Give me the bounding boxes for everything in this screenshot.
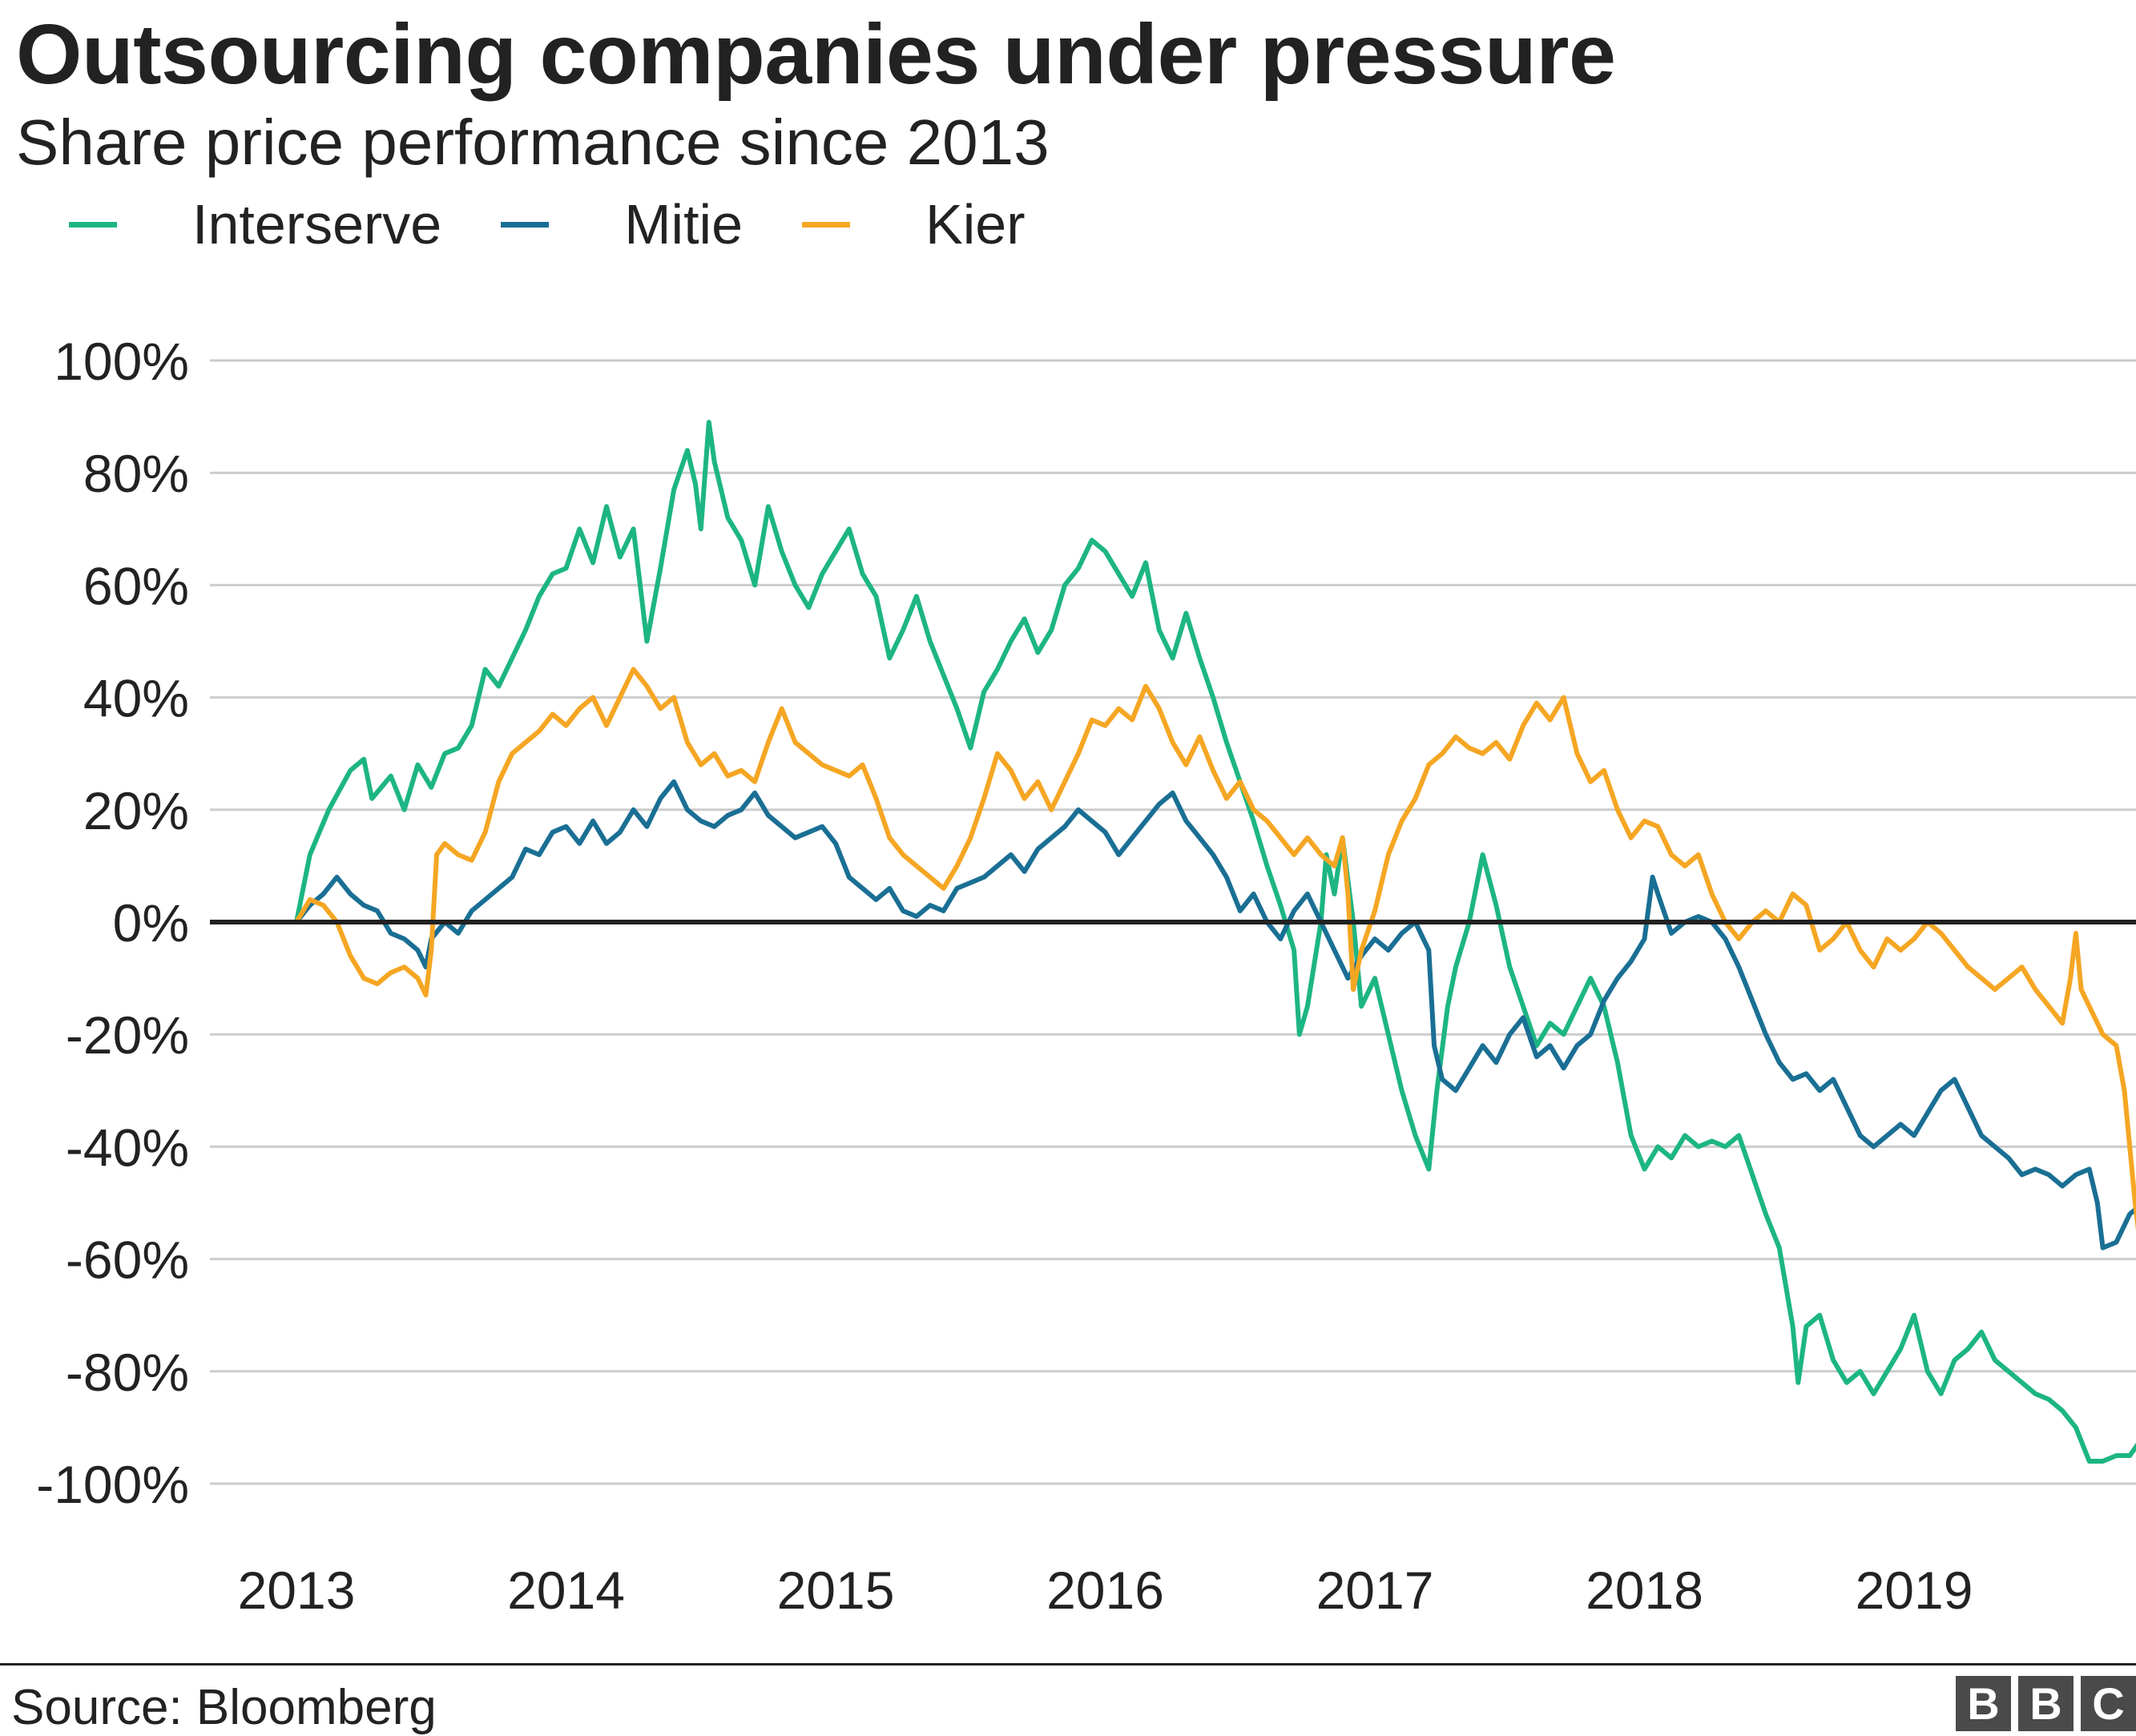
logo-letter-c: C bbox=[2081, 1676, 2136, 1731]
legend-item-kier: Kier bbox=[802, 192, 1026, 256]
y-tick-label: 40% bbox=[83, 669, 189, 728]
x-tick-label: 2015 bbox=[777, 1561, 895, 1620]
chart-subtitle: Share price performance since 2013 bbox=[16, 107, 1050, 178]
x-tick-label: 2019 bbox=[1856, 1561, 1973, 1620]
legend-label-kier: Kier bbox=[925, 193, 1026, 256]
chart-title: Outsourcing companies under pressure bbox=[16, 7, 1616, 102]
y-tick-label: -60% bbox=[66, 1231, 189, 1290]
series-line-mitie bbox=[294, 779, 2136, 1251]
source-note: Source: Bloomberg bbox=[11, 1680, 437, 1735]
legend-item-interserve: Interserve bbox=[69, 192, 441, 256]
series-line-interserve bbox=[294, 420, 2136, 1464]
y-tick-label: -80% bbox=[66, 1343, 189, 1402]
series-lines bbox=[294, 420, 2136, 1464]
y-tick-label: -100% bbox=[36, 1455, 189, 1514]
y-tick-label: 0% bbox=[113, 893, 189, 953]
legend-item-mitie: Mitie bbox=[501, 192, 743, 256]
chart-legend: Interserve Mitie Kier bbox=[69, 192, 1085, 256]
x-tick-label: 2013 bbox=[238, 1561, 356, 1620]
y-tick-label: 60% bbox=[83, 556, 189, 615]
series-line-kier bbox=[294, 667, 2136, 1231]
gridlines bbox=[210, 359, 2136, 1485]
legend-swatch-mitie bbox=[501, 221, 550, 228]
logo-letter-b2: B bbox=[2018, 1676, 2074, 1731]
legend-label-interserve: Interserve bbox=[192, 193, 442, 256]
y-tick-label: -20% bbox=[66, 1005, 189, 1065]
logo-letter-b1: B bbox=[1956, 1676, 2011, 1731]
legend-swatch-interserve bbox=[69, 221, 117, 228]
legend-swatch-kier bbox=[802, 221, 851, 228]
y-tick-label: 20% bbox=[83, 781, 189, 840]
x-tick-label: 2014 bbox=[507, 1561, 625, 1620]
footer-divider bbox=[0, 1663, 2136, 1666]
legend-label-mitie: Mitie bbox=[624, 193, 744, 256]
x-tick-label: 2016 bbox=[1046, 1561, 1164, 1620]
y-tick-label: -40% bbox=[66, 1118, 189, 1177]
line-chart: 100%80%60%40%20%0%-20%-40%-60%-80%-100% … bbox=[36, 332, 2136, 1620]
bbc-logo: B B C bbox=[1949, 1676, 2136, 1731]
y-axis-ticks: 100% 80% 60% 40% 20% 0% -20% -40% -60% -80% -100% bbox=[36, 332, 189, 1514]
x-axis-ticks: 2013 2014 2015 2016 2017 2018 2019 bbox=[238, 1561, 1973, 1620]
x-tick-label: 2017 bbox=[1316, 1561, 1434, 1620]
x-tick-label: 2018 bbox=[1586, 1561, 1703, 1620]
y-tick-label: 80% bbox=[83, 444, 189, 503]
y-tick-label: 100% bbox=[54, 332, 189, 391]
